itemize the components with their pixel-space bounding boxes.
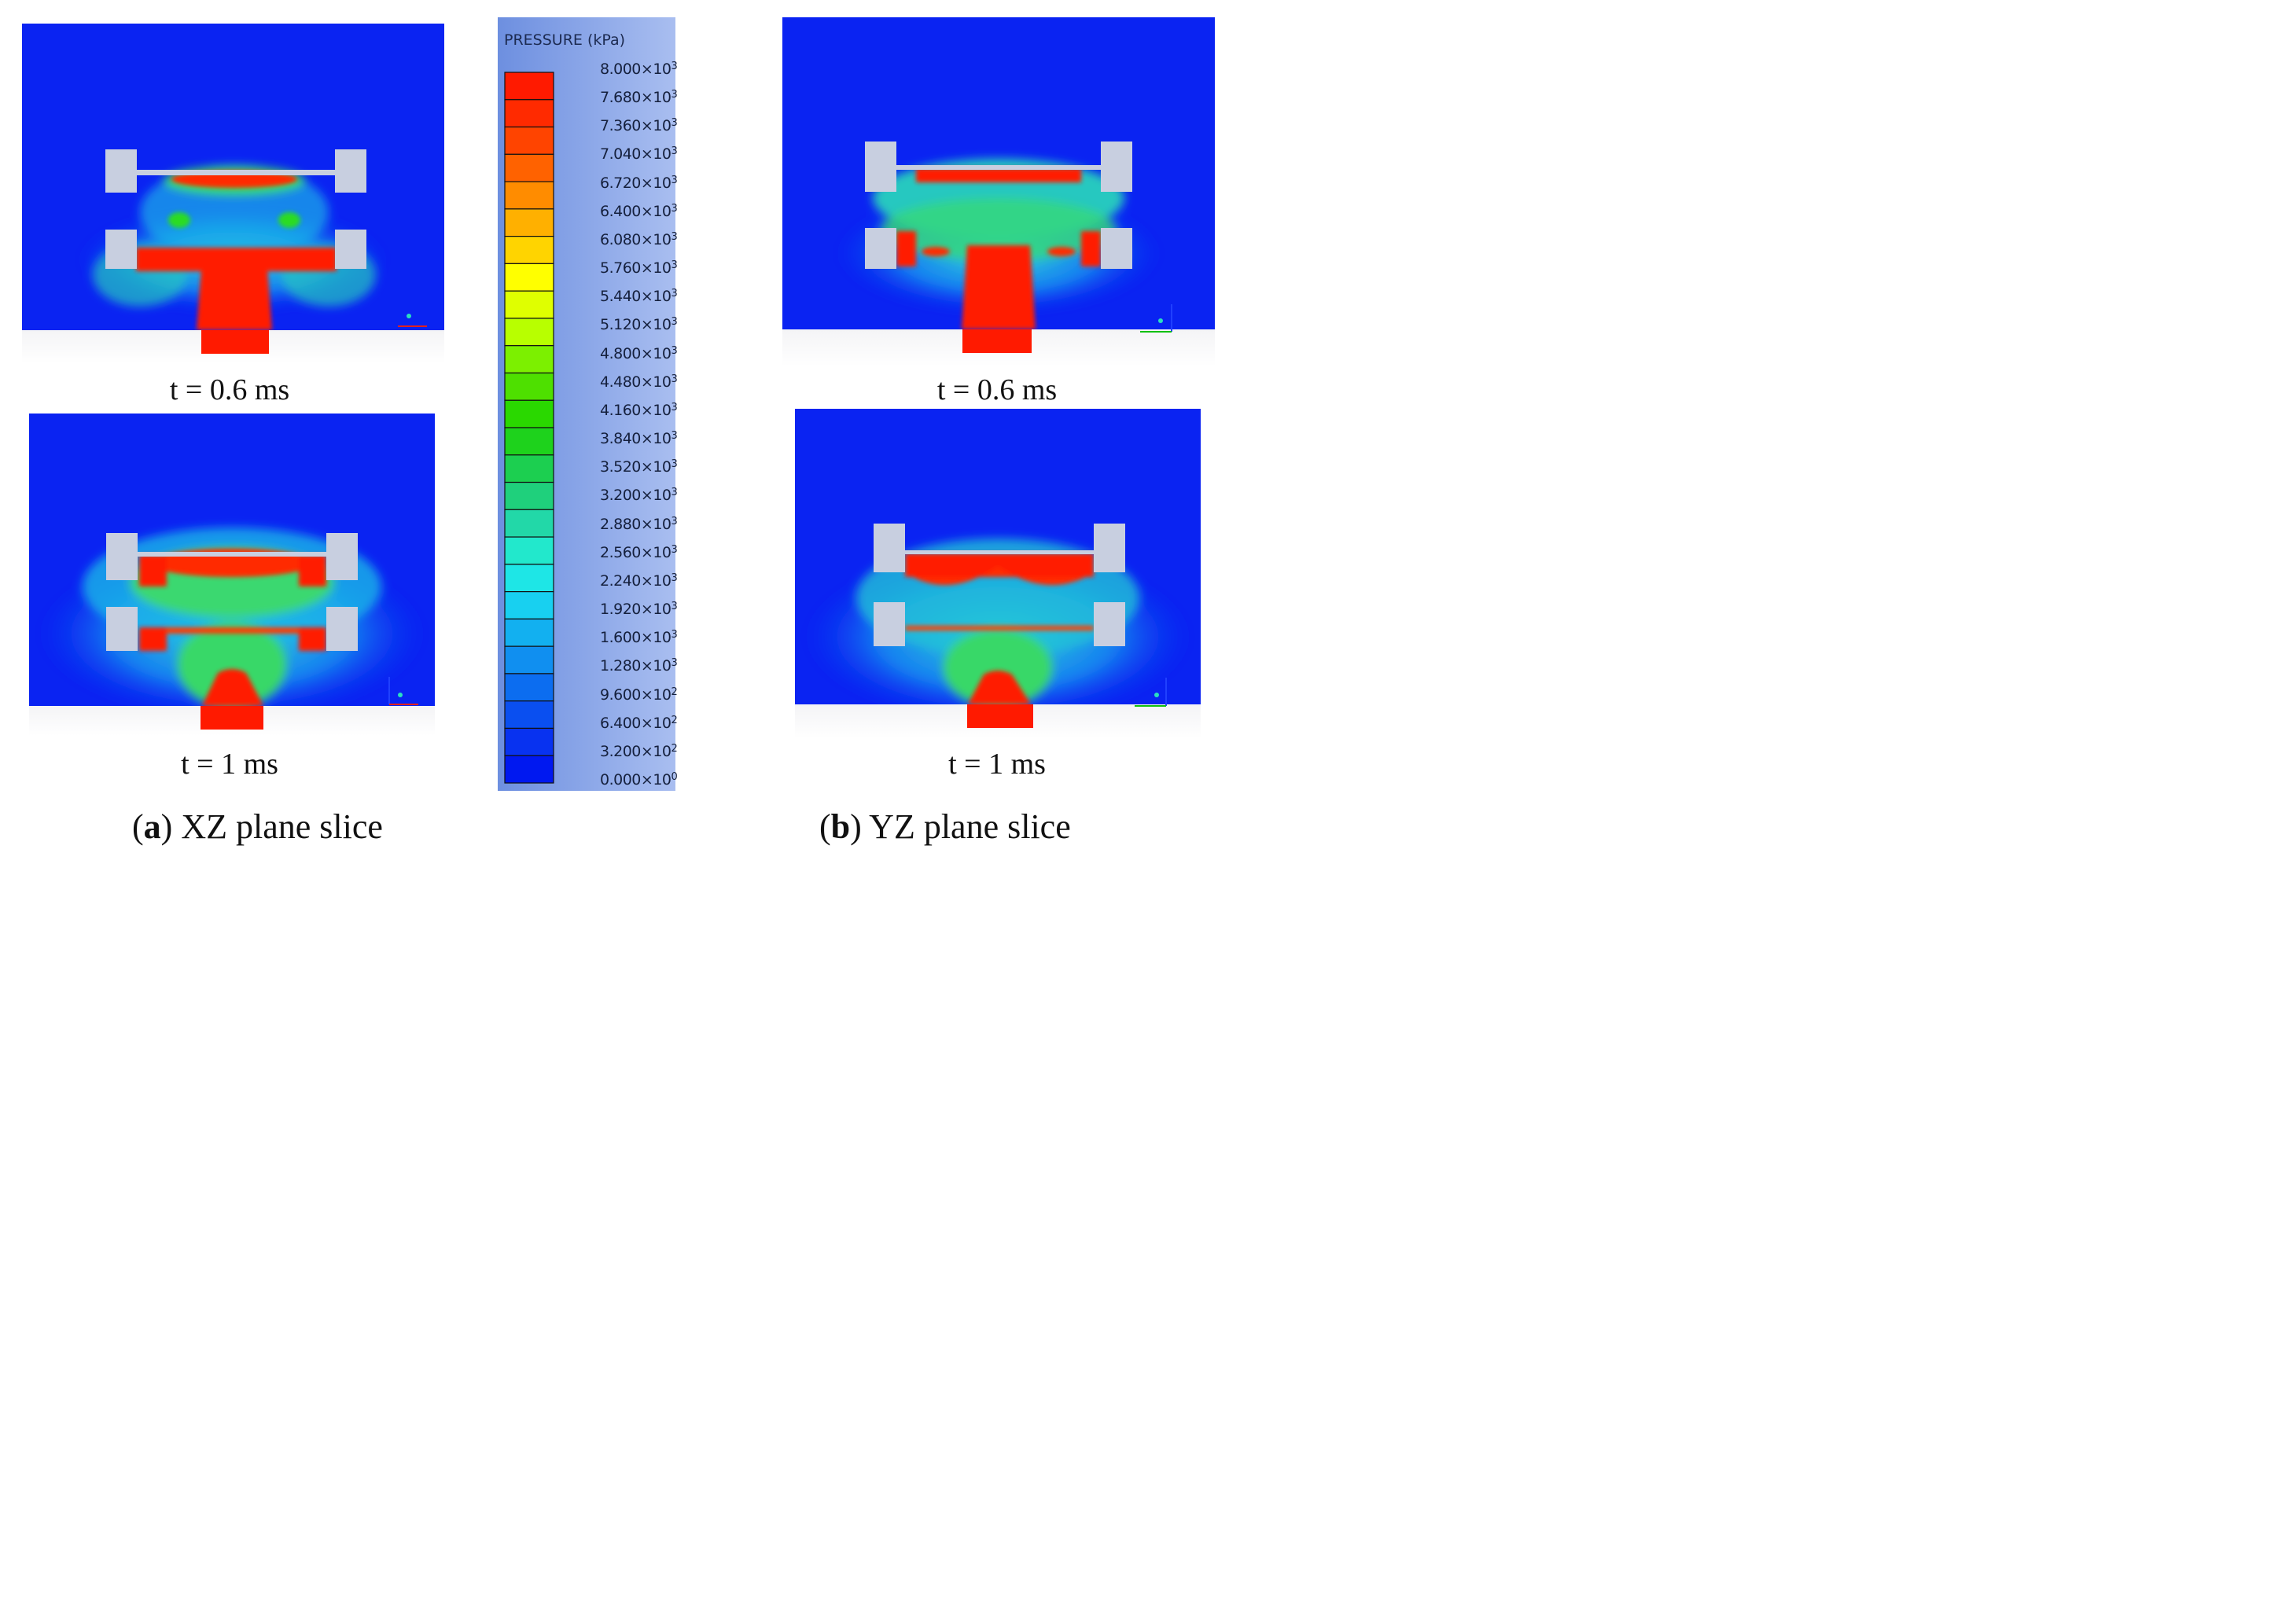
- subcaption-b: (b) YZ plane slice: [819, 807, 1071, 846]
- pressure-contour-xz-t06: [22, 24, 444, 363]
- pressure-contour-yz-t1: [795, 409, 1201, 739]
- legend-tick-label: 3.840×103: [600, 430, 678, 448]
- axis-triad-icon: [398, 314, 427, 327]
- legend-tick-label: 1.280×103: [600, 657, 678, 675]
- legend-tick-label: 8.000×103: [600, 61, 678, 78]
- legend-tick-label: 5.440×103: [600, 288, 678, 306]
- legend-tick-label: 6.400×103: [600, 202, 678, 220]
- legend-tick-label: 4.160×103: [600, 401, 678, 419]
- legend-swatch: [504, 564, 554, 593]
- legend-title: PRESSURE (kPa): [504, 31, 626, 49]
- legend-swatch: [504, 290, 554, 319]
- subcaption-b-letter: b: [830, 807, 851, 846]
- time-label-xz-t06: t = 0.6 ms: [169, 373, 290, 406]
- legend-swatch: [504, 673, 554, 702]
- pressure-contour-yz-t06: [782, 17, 1215, 366]
- legend-tick-label: 3.200×103: [600, 487, 678, 505]
- panel-yz-t06: [782, 17, 1215, 366]
- panel-xz-t1: [29, 414, 435, 736]
- legend-swatch: [504, 153, 554, 182]
- subcaption-b-text: YZ plane slice: [869, 807, 1071, 846]
- legend-swatch: [504, 72, 554, 101]
- legend-tick-label: 0.000×100: [600, 771, 678, 788]
- legend-swatch: [504, 645, 554, 675]
- legend-tick-label: 1.920×103: [600, 601, 678, 619]
- time-label-yz-t06: t = 0.6 ms: [936, 373, 1058, 406]
- legend-tick-label: 7.360×103: [600, 117, 678, 135]
- axis-triad-icon: [1140, 304, 1172, 333]
- legend-swatch: [504, 318, 554, 347]
- legend-swatch: [504, 236, 554, 264]
- legend-tick-label: 7.040×103: [600, 145, 678, 164]
- pressure-color-legend: PRESSURE (kPa) 8.000×103 7.680×103 7.360×1…: [498, 17, 678, 791]
- legend-tick-label: 4.480×103: [600, 373, 678, 391]
- legend-swatch: [504, 481, 554, 510]
- panel-xz-t06: [22, 24, 444, 363]
- legend-swatch: [504, 700, 554, 730]
- subcaption-a-letter: a: [143, 807, 161, 846]
- time-label-xz-t1: t = 1 ms: [181, 748, 278, 781]
- legend-tick-label: 1.600×103: [600, 629, 678, 647]
- legend-swatch: [504, 263, 554, 292]
- legend-tick-label: 9.600×102: [600, 686, 678, 704]
- legend-swatch: [504, 126, 554, 155]
- legend-swatch: [504, 372, 554, 401]
- legend-swatch: [504, 536, 554, 565]
- legend-tick-label: 6.080×103: [600, 230, 678, 248]
- time-label-yz-t1: t = 1 ms: [948, 748, 1046, 781]
- legend-swatch: [504, 345, 554, 374]
- legend-swatch: [504, 618, 554, 647]
- legend-color-bar: [504, 72, 554, 784]
- legend-swatch: [504, 509, 554, 538]
- legend-tick-label: 5.120×103: [600, 316, 678, 334]
- pressure-contour-xz-t1: [29, 414, 435, 736]
- legend-swatch: [504, 591, 554, 619]
- axis-triad-icon: [388, 677, 418, 705]
- legend-tick-label: 6.400×102: [600, 714, 678, 732]
- legend-tick-label: 2.240×103: [600, 572, 678, 590]
- legend-swatch: [504, 727, 554, 756]
- legend-swatch: [504, 755, 554, 784]
- legend-swatch: [504, 454, 554, 483]
- legend-tick-label: 2.880×103: [600, 515, 678, 533]
- legend-tick-label: 7.680×103: [600, 89, 678, 107]
- subcaption-a: (a) XZ plane slice: [132, 807, 383, 846]
- legend-swatch: [504, 399, 554, 428]
- legend-tick-label: 3.520×103: [600, 458, 678, 476]
- legend-tick-label: 6.720×103: [600, 174, 678, 192]
- legend-tick-label: 3.200×102: [600, 742, 678, 760]
- legend-swatch: [504, 99, 554, 128]
- legend-swatch: [504, 427, 554, 456]
- subcaption-a-text: XZ plane slice: [181, 807, 383, 846]
- axis-triad-icon: [1135, 678, 1167, 707]
- legend-swatch: [504, 181, 554, 210]
- legend-tick-label: 2.560×103: [600, 543, 678, 561]
- legend-swatch: [504, 208, 554, 237]
- legend-tick-label: 5.760×103: [600, 259, 678, 278]
- panel-yz-t1: [795, 409, 1201, 739]
- legend-tick-label: 4.800×103: [600, 344, 678, 362]
